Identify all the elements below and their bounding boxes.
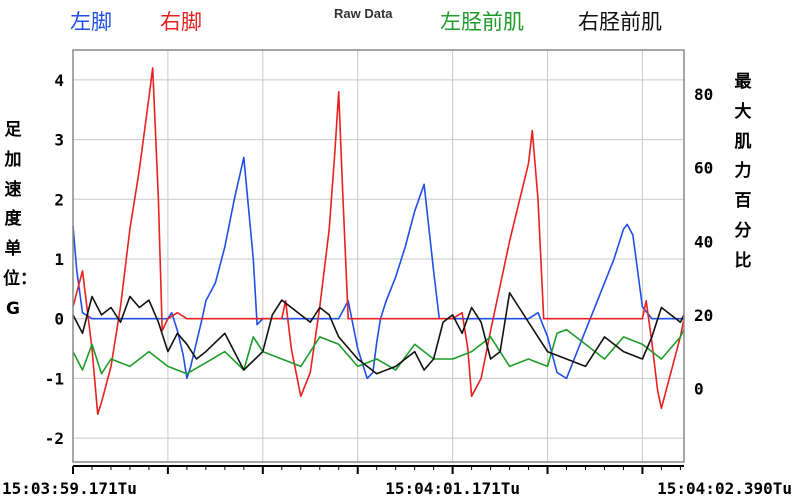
right-tick-label: 20: [694, 306, 713, 325]
grid: [72, 50, 684, 462]
series-line-0: [72, 156, 684, 380]
right-tick-label: 80: [694, 85, 713, 104]
right-axis-label: 最大肌力百分比: [734, 72, 752, 271]
x-tick-label: 15:03:59.171Tu: [2, 479, 137, 498]
x-tick-label: 15:04:02.390Tu: [657, 479, 792, 498]
plot-frame: [72, 49, 685, 463]
right-tick-label: 60: [694, 159, 713, 178]
left-tick-label: 4: [54, 71, 64, 90]
left-axis-label: 足加速度 单位：G: [3, 120, 37, 319]
left-tick-label: 0: [54, 310, 64, 329]
left-tick-label: -1: [45, 369, 64, 388]
legend-right-foot: 右脚: [160, 10, 202, 34]
left-tick-label: 2: [54, 190, 64, 209]
legend-right-tibialis: 右胫前肌: [578, 10, 662, 34]
right-tick-label: 0: [694, 379, 704, 398]
legend-left-foot: 左脚: [70, 10, 112, 34]
right-tick-label: 40: [694, 232, 713, 251]
left-tick-label: 3: [54, 131, 64, 150]
legend-left-tibialis: 左胫前肌: [440, 10, 524, 34]
x-axis: 15:03:59.171Tu 15:04:01.171Tu 15:04:02.390…: [2, 465, 792, 498]
series-lines: [72, 67, 685, 416]
y-ticks: 4 3 2 1 0 -1 -2 80 60 40 20 0: [45, 71, 714, 448]
x-tick-label: 15:04:01.171Tu: [385, 479, 520, 498]
left-tick-label: -2: [45, 429, 64, 448]
left-tick-label: 1: [54, 250, 64, 269]
series-line-1: [72, 67, 685, 416]
series-line-2: [72, 328, 685, 375]
chart-title: Raw Data: [334, 6, 393, 21]
series-line-3: [72, 291, 685, 375]
